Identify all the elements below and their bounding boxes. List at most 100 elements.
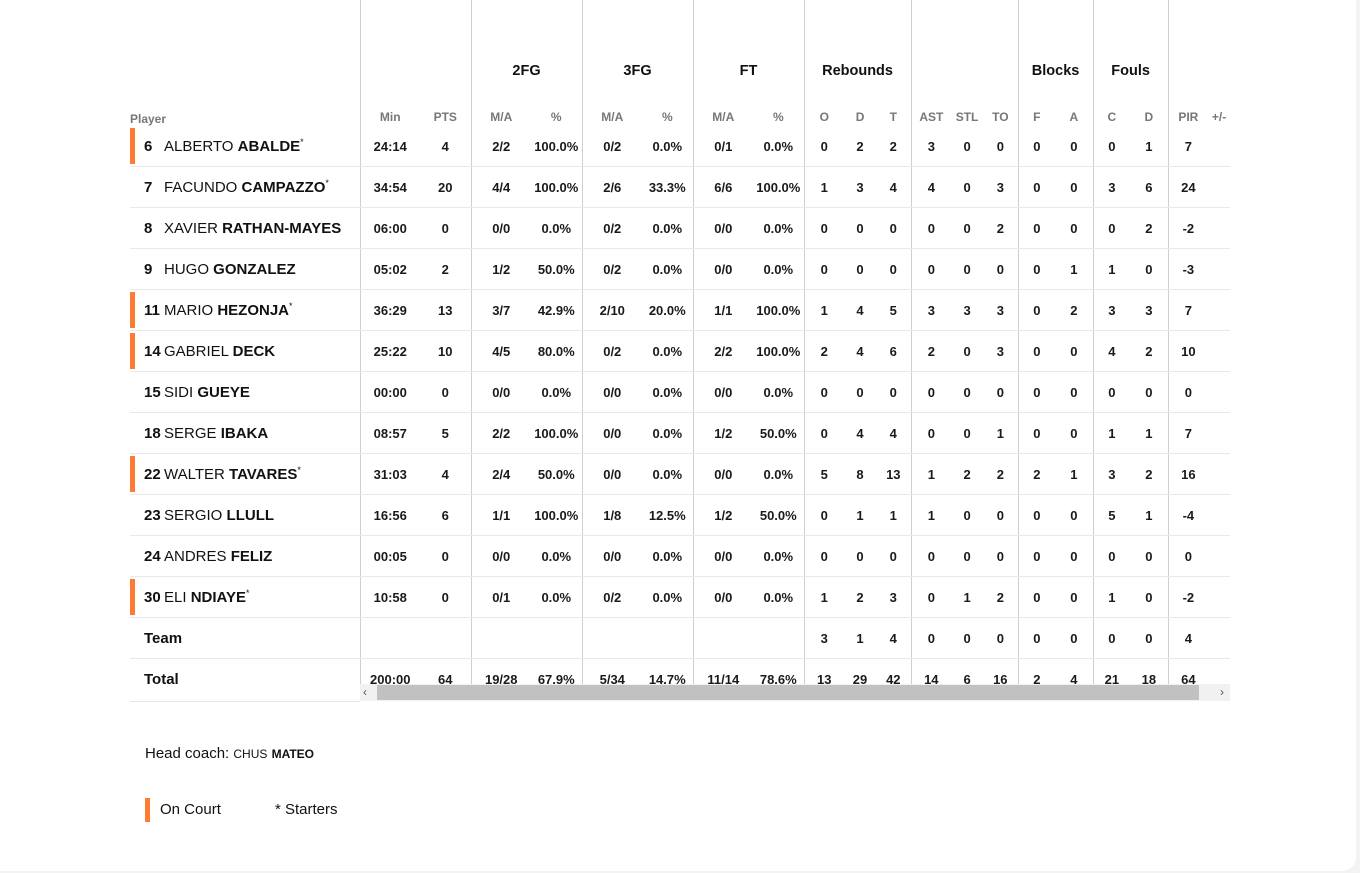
scroll-right-icon[interactable]: › <box>1220 685 1224 699</box>
player-number: 23 <box>144 506 161 524</box>
player-row[interactable]: 18 SERGE IBAKA 08:57 5 2/2 100.0% 0/0 0.0% 1/2 50… <box>130 412 1231 454</box>
player-row[interactable]: 11 MARIO HEZONJA* 36:29 13 3/7 42.9% 2/10 20.0%… <box>130 289 1231 331</box>
stat-3fg-ma: 0/0 <box>581 453 643 495</box>
stat-reb-o: 1 <box>803 166 845 208</box>
stat-blk-f: 0 <box>1017 289 1056 331</box>
player-name-cell[interactable]: 11 MARIO HEZONJA* <box>130 289 360 331</box>
stat-reb-d: 0 <box>844 248 877 290</box>
stat-3fg-ma: 0/2 <box>581 576 643 618</box>
player-row[interactable]: 9 HUGO GONZALEZ 05:02 2 1/2 50.0% 0/2 0.0% 0/0 0.… <box>130 248 1231 290</box>
stat-ft-pct: 50.0% <box>753 494 805 536</box>
stat-to: 3 <box>983 166 1019 208</box>
player-name-cell[interactable]: 14 GABRIEL DECK <box>130 330 360 372</box>
stat-ft-ma: 0/0 <box>692 248 754 290</box>
stat-blk-a: 0 <box>1055 576 1094 618</box>
group-header-2fg: 2FG <box>470 0 583 84</box>
starter-mark: * <box>300 136 304 147</box>
stat-stl: 1 <box>951 576 984 618</box>
stat-3fg-pct <box>642 617 694 659</box>
column-header-plus-minus: +/- <box>1211 110 1227 124</box>
stat-reb-t: 4 <box>876 412 912 454</box>
player-last-name: NDIAYE <box>190 588 246 606</box>
stat-reb-d: 0 <box>844 371 877 413</box>
player-name-cell[interactable]: 30 ELI NDIAYE* <box>130 576 360 618</box>
stat-2fg-ma: 2/2 <box>470 126 531 167</box>
player-number: 11 <box>144 301 160 319</box>
stat-reb-t: 42 <box>886 671 901 687</box>
stat-plus-minus <box>1208 576 1231 618</box>
stat-stl: 0 <box>951 535 984 577</box>
column-header-reb-d: D <box>855 110 865 124</box>
stat-foul-c: 3 <box>1092 166 1131 208</box>
scrollbar-thumb[interactable] <box>377 685 1199 700</box>
column-header-ft-ma: M/A <box>692 84 754 126</box>
player-row[interactable]: 8 XAVIER RATHAN-MAYES 06:00 0 0/0 0.0% 0/2 0.0%… <box>130 207 1231 249</box>
player-name-cell[interactable]: 22 WALTER TAVARES* <box>130 453 360 495</box>
group-header-3fg: 3FG <box>581 0 694 84</box>
stat-stl: 0 <box>951 371 984 413</box>
player-number: 30 <box>144 588 161 606</box>
stat-blk-f: 0 <box>1017 330 1056 372</box>
stat-3fg-pct: 0.0% <box>642 248 694 290</box>
player-row[interactable]: 30 ELI NDIAYE* 10:58 0 0/1 0.0% 0/2 0.0% 0/0 0.0%… <box>130 576 1231 618</box>
stat-pts: 0 <box>420 371 471 413</box>
player-row[interactable]: 22 WALTER TAVARES* 31:03 4 2/4 50.0% 0/0 0.0% 0/… <box>130 453 1231 495</box>
stat-blk-a: 0 <box>1055 535 1094 577</box>
player-column-header: Player <box>130 112 167 126</box>
stat-reb-t: 4 <box>876 617 912 659</box>
stat-foul-c: 5 <box>1092 494 1131 536</box>
stat-foul-d: 2 <box>1130 207 1169 249</box>
column-header-ft-pct: % <box>772 110 784 124</box>
stat-blk-f: 0 <box>1017 494 1056 536</box>
player-name-cell[interactable]: 6 ALBERTO ABALDE* <box>130 126 360 167</box>
on-court-indicator <box>130 579 135 615</box>
stat-stl: 0 <box>951 126 984 167</box>
stat-reb-o: 3 <box>803 617 845 659</box>
player-number: 15 <box>144 383 161 401</box>
player-name-cell[interactable]: 9 HUGO GONZALEZ <box>130 248 360 290</box>
stat-reb-o: 0 <box>803 248 845 290</box>
stat-2fg-pct: 50.0% <box>531 453 583 495</box>
player-row[interactable]: 24 ANDRES FELIZ 00:05 0 0/0 0.0% 0/0 0.0% 0/0 0.0… <box>130 535 1231 577</box>
stat-foul-d: 0 <box>1130 371 1169 413</box>
stat-stl: 0 <box>951 248 984 290</box>
stat-reb-t: 6 <box>876 330 912 372</box>
player-row[interactable]: 23 SERGIO LLULL 16:56 6 1/1 100.0% 1/8 12.5% 1/2… <box>130 494 1231 536</box>
stat-blk-f: 0 <box>1017 535 1056 577</box>
scroll-left-icon[interactable]: ‹ <box>363 685 367 699</box>
player-number: 8 <box>144 219 153 237</box>
stat-plus-minus <box>1208 248 1231 290</box>
player-name-cell[interactable]: 23 SERGIO LLULL <box>130 494 360 536</box>
stat-pir: 16 <box>1167 453 1209 495</box>
stat-ft-pct: 100.0% <box>753 330 805 372</box>
stat-blk-a: 2 <box>1055 289 1094 331</box>
player-row[interactable]: 7 FACUNDO CAMPAZZO* 34:54 20 4/4 100.0% 2/6 33.… <box>130 166 1231 208</box>
player-row[interactable]: 14 GABRIEL DECK 25:22 10 4/5 80.0% 0/2 0.0% 2/2 1… <box>130 330 1231 372</box>
player-name-cell[interactable]: 15 SIDI GUEYE <box>130 371 360 413</box>
player-row[interactable]: 15 SIDI GUEYE 00:00 0 0/0 0.0% 0/0 0.0% 0/0 0.0% 0… <box>130 371 1231 413</box>
stat-stl: 0 <box>951 330 984 372</box>
stat-blk-a: 0 <box>1055 207 1094 249</box>
horizontal-scrollbar[interactable]: ‹ › <box>360 684 1230 701</box>
stat-ft-pct: 0.0% <box>753 371 805 413</box>
player-first-name: SIDI <box>164 383 194 401</box>
player-first-name: SERGIO <box>164 506 223 524</box>
player-name-cell[interactable]: 7 FACUNDO CAMPAZZO* <box>130 166 360 208</box>
stat-3fg-pct: 0.0% <box>642 576 694 618</box>
stat-reb-o: 2 <box>803 330 845 372</box>
starter-mark: * <box>325 177 329 188</box>
column-header-3fg-ma: M/A <box>581 84 643 126</box>
player-name-cell[interactable]: 18 SERGE IBAKA <box>130 412 360 454</box>
player-row[interactable]: 6 ALBERTO ABALDE* 24:14 4 2/2 100.0% 0/2 0.0% 0/… <box>130 126 1231 167</box>
stat-ast: 0 <box>910 617 952 659</box>
stat-2fg-ma: 4/4 <box>470 166 531 208</box>
stat-foul-c: 1 <box>1092 248 1131 290</box>
player-name-cell[interactable]: 8 XAVIER RATHAN-MAYES <box>130 207 360 249</box>
stat-ft-pct: 0.0% <box>753 248 805 290</box>
stat-min: 00:00 <box>359 371 420 413</box>
stat-blk-f: 0 <box>1017 207 1056 249</box>
player-name-cell[interactable]: 24 ANDRES FELIZ <box>130 535 360 577</box>
stat-reb-d: 0 <box>844 535 877 577</box>
group-header-fouls: Fouls <box>1092 0 1169 84</box>
